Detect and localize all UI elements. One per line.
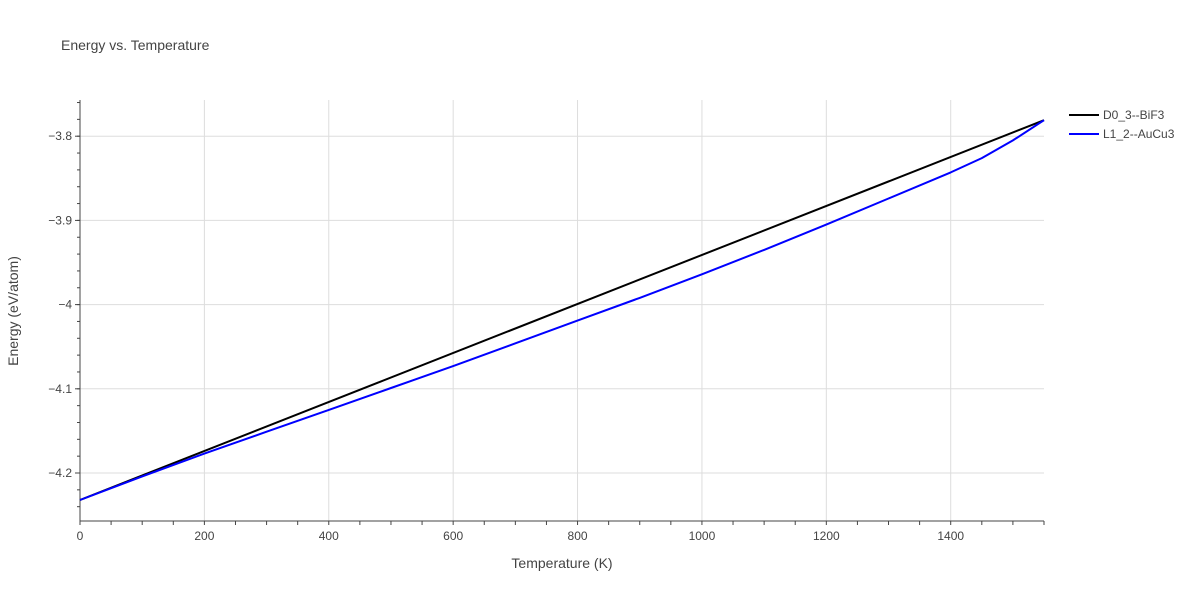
y-tick-label: −4.2 bbox=[48, 466, 72, 480]
y-tick-label: −4.1 bbox=[48, 382, 72, 396]
y-axis-label: Energy (eV/atom) bbox=[5, 256, 21, 366]
x-axis-label: Temperature (K) bbox=[511, 555, 612, 571]
y-tick-label: −3.8 bbox=[48, 129, 72, 143]
x-tick-label: 600 bbox=[443, 529, 463, 543]
x-tick-label: 1000 bbox=[689, 529, 716, 543]
grid-layer bbox=[80, 100, 1044, 521]
legend-item[interactable]: D0_3--BiF3 bbox=[1069, 108, 1165, 122]
x-tick-label: 400 bbox=[319, 529, 339, 543]
series-line-2 bbox=[79, 119, 1045, 501]
legend-item[interactable]: L1_2--AuCu3 bbox=[1069, 127, 1175, 141]
series-line-1 bbox=[79, 119, 1045, 501]
x-tick-label: 800 bbox=[568, 529, 588, 543]
y-tick-label: −3.9 bbox=[48, 213, 72, 227]
chart-title: Energy vs. Temperature bbox=[61, 37, 210, 53]
y-tick-label: −4 bbox=[58, 298, 72, 312]
legend[interactable]: D0_3--BiF3 L1_2--AuCu3 bbox=[1069, 108, 1175, 141]
x-tick-label: 1400 bbox=[937, 529, 964, 543]
legend-label: L1_2--AuCu3 bbox=[1103, 127, 1175, 141]
x-tick-label: 0 bbox=[77, 529, 84, 543]
x-tick-label: 1200 bbox=[813, 529, 840, 543]
axis-layer: 0 200 400 600 800 1000 1200 1400 −3.8 −3.9 −4 −4.1 −… bbox=[48, 100, 1045, 543]
series-layer bbox=[79, 119, 1045, 501]
legend-label: D0_3--BiF3 bbox=[1103, 108, 1165, 122]
x-tick-label: 200 bbox=[194, 529, 214, 543]
